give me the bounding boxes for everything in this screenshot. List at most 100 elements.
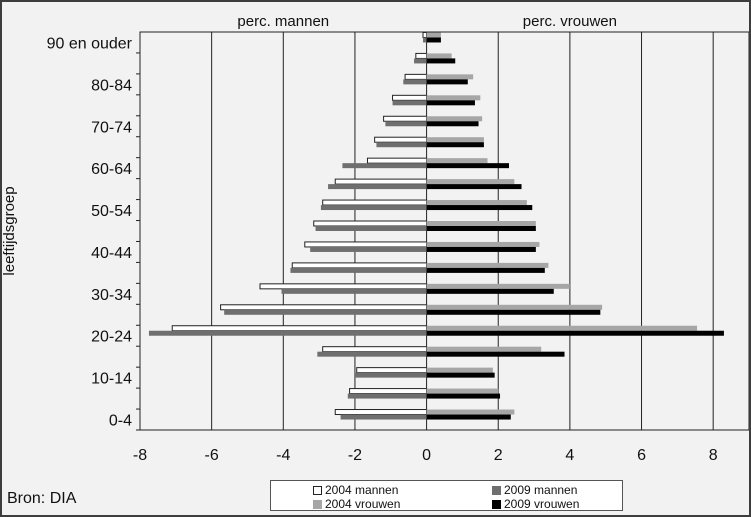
x-tick-label: -8	[133, 447, 147, 464]
y-tick-label: 40-44	[91, 245, 132, 262]
bar-2009-mannen-20-24	[148, 330, 427, 336]
y-tick-label: 0-4	[109, 413, 132, 430]
bar-2004-mannen-20-24	[171, 325, 428, 332]
bar-2004-mannen-35-39	[291, 262, 428, 269]
bar-2009-mannen-0-4	[340, 414, 427, 420]
bar-2004-vrouwen-20-24	[426, 325, 698, 331]
bar-2004-vrouwen-55-59	[426, 179, 515, 185]
bar-2009-mannen-75-79	[392, 100, 427, 106]
legend-item-2009-mannen: 2009 mannen	[492, 483, 577, 497]
bar-2004-mannen-75-79	[392, 94, 428, 101]
bar-2009-vrouwen-40-44	[426, 246, 536, 252]
bar-2009-mannen-10-14	[354, 372, 427, 378]
bar-2009-mannen-15-19	[317, 351, 427, 357]
x-tick-label: 8	[709, 447, 718, 464]
y-tick-label: 20-24	[91, 329, 132, 346]
bar-2009-vrouwen-90-en-ouder	[426, 37, 441, 43]
bar-2004-vrouwen-65-69	[426, 137, 484, 143]
bar-2009-mannen-5-9	[347, 393, 427, 399]
bar-2004-mannen-60-64	[366, 157, 428, 164]
y-tick-label: 70-74	[91, 119, 132, 136]
bar-2009-vrouwen-80-84	[426, 79, 468, 85]
bar-2009-vrouwen-30-34	[426, 288, 554, 294]
y-tick-label: 10-14	[91, 371, 132, 388]
x-tick-label: -2	[348, 447, 362, 464]
bar-2009-mannen-30-34	[281, 288, 427, 294]
bar-2009-mannen-50-54	[320, 205, 427, 211]
y-tick-label: 50-54	[91, 203, 132, 220]
bar-2009-mannen-55-59	[328, 184, 427, 190]
legend-swatch-2009-mannen	[492, 485, 501, 495]
bar-2009-mannen-70-74	[385, 121, 427, 127]
bar-2004-mannen-45-49	[313, 220, 428, 227]
bar-2009-vrouwen-20-24	[426, 330, 724, 336]
y-tick-label: 60-64	[91, 161, 132, 178]
bar-2009-mannen-35-39	[290, 267, 427, 273]
bar-2004-vrouwen-25-29	[426, 304, 603, 310]
bar-2004-vrouwen-35-39	[426, 262, 549, 268]
bar-2004-vrouwen-30-34	[426, 283, 570, 289]
x-tick-label: 4	[565, 447, 574, 464]
x-tick-label: 2	[494, 447, 503, 464]
bar-2004-mannen-15-19	[322, 346, 428, 353]
bar-2004-mannen-25-29	[220, 304, 428, 311]
y-tick-label: 30-34	[91, 287, 132, 304]
legend-swatch-2009-vrouwen	[492, 499, 501, 509]
bar-2009-mannen-65-69	[376, 142, 427, 148]
bar-2009-mannen-85-89	[414, 58, 427, 64]
y-axis-label: leeftijdsgroep	[2, 186, 18, 275]
bar-2009-vrouwen-70-74	[426, 121, 479, 127]
plot-border	[139, 31, 749, 431]
title-left: perc. mannen	[237, 13, 329, 30]
bar-2004-mannen-0-4	[334, 409, 428, 416]
y-tick-label: 90 en ouder	[47, 35, 133, 52]
bar-2009-vrouwen-45-49	[426, 226, 536, 231]
x-tick-label: 6	[637, 447, 646, 464]
bar-2004-mannen-85-89	[415, 52, 428, 59]
bar-2009-mannen-40-44	[310, 246, 427, 252]
bar-2004-mannen-30-34	[259, 283, 428, 290]
chart-legend: 2004 mannen 2009 mannen 2004 vrouwen 200…	[270, 480, 623, 511]
source-note: Bron: DIA	[7, 490, 77, 507]
bar-2009-vrouwen-65-69	[426, 142, 484, 148]
bar-2009-mannen-45-49	[315, 226, 427, 231]
bar-2009-mannen-25-29	[224, 309, 427, 315]
bar-2004-mannen-50-54	[322, 199, 428, 206]
legend-label-2009-mannen: 2009 mannen	[504, 483, 578, 497]
x-tick-label: -4	[276, 447, 290, 464]
legend-item-2009-vrouwen: 2009 vrouwen	[492, 497, 579, 511]
bar-2004-vrouwen-90-en-ouder	[426, 32, 441, 38]
bar-2004-mannen-65-69	[374, 136, 428, 143]
bar-2004-vrouwen-5-9	[426, 388, 499, 394]
bar-2009-vrouwen-85-89	[426, 58, 456, 64]
bar-2009-vrouwen-35-39	[426, 267, 545, 273]
bar-2004-vrouwen-0-4	[426, 409, 515, 415]
bar-2004-vrouwen-40-44	[426, 241, 540, 247]
x-tick-label: -6	[205, 447, 219, 464]
bar-2009-mannen-80-84	[403, 79, 427, 85]
bar-2004-vrouwen-10-14	[426, 367, 493, 373]
bar-2004-vrouwen-50-54	[426, 200, 527, 206]
bar-2009-vrouwen-15-19	[426, 351, 565, 357]
bar-2004-mannen-5-9	[349, 388, 428, 395]
bar-2004-mannen-10-14	[356, 367, 428, 374]
bar-2004-vrouwen-15-19	[426, 346, 542, 352]
bar-2009-vrouwen-75-79	[426, 100, 475, 106]
y-tick-label: 80-84	[91, 77, 132, 94]
bar-2009-vrouwen-60-64	[426, 163, 509, 169]
bar-2004-vrouwen-70-74	[426, 116, 483, 122]
bar-2009-vrouwen-5-9	[426, 393, 501, 399]
bar-2009-vrouwen-0-4	[426, 414, 511, 420]
bar-2009-vrouwen-25-29	[426, 309, 601, 315]
bar-2004-vrouwen-60-64	[426, 158, 488, 164]
bar-2004-mannen-55-59	[334, 178, 428, 185]
bar-2004-vrouwen-75-79	[426, 95, 481, 101]
bar-2009-vrouwen-55-59	[426, 184, 522, 190]
bar-2004-mannen-90-en-ouder	[422, 31, 428, 38]
legend-label-2004-mannen: 2004 mannen	[325, 483, 399, 497]
bar-2009-vrouwen-50-54	[426, 205, 533, 211]
bar-2004-vrouwen-45-49	[426, 221, 536, 226]
bar-2009-mannen-60-64	[342, 163, 427, 169]
legend-item-2004-vrouwen: 2004 vrouwen	[313, 497, 400, 511]
